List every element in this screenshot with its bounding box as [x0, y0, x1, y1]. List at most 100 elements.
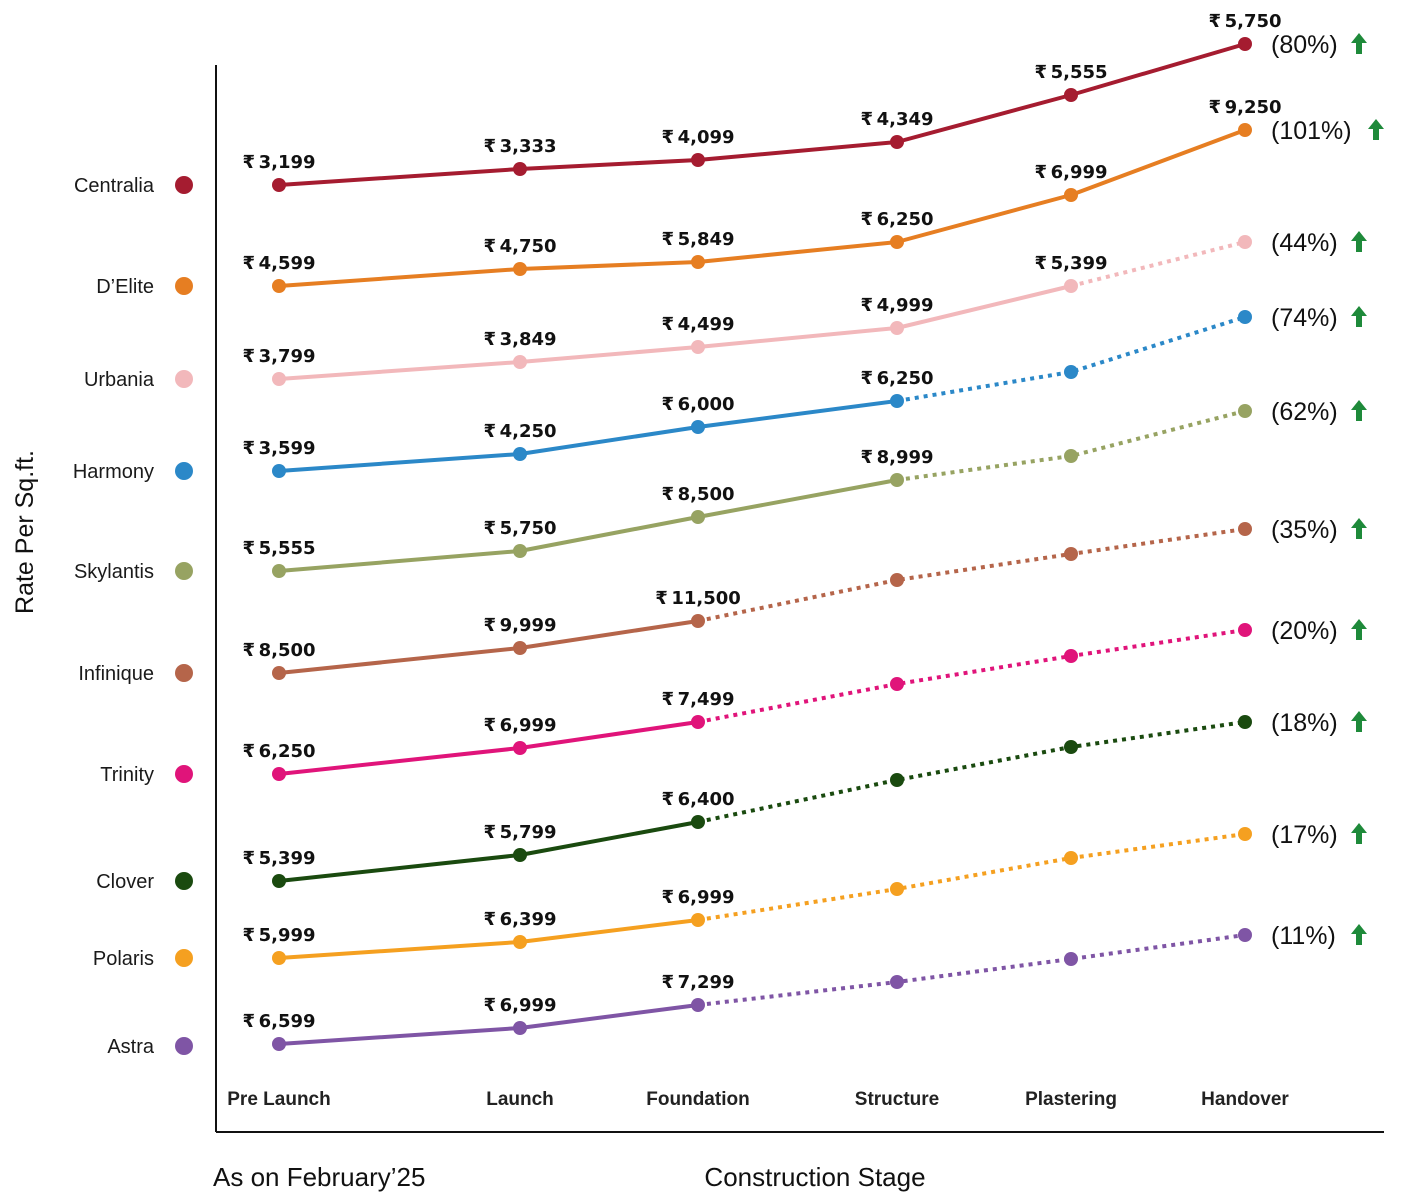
point-clover-structure [890, 773, 904, 787]
x-tick-handover: Handover [1201, 1089, 1289, 1110]
up-arrow-icon [1351, 823, 1367, 844]
legend-label-polaris: Polaris [93, 948, 154, 970]
value-label-clover-launch: ₹ 5,799 [483, 822, 556, 843]
value-label-harmony-pre-launch: ₹ 3,599 [242, 438, 315, 459]
value-label-astra-pre-launch: ₹ 6,599 [242, 1011, 315, 1032]
value-label-d-elite-launch: ₹ 4,750 [483, 236, 556, 257]
x-axis-title: Construction Stage [704, 1162, 925, 1192]
legend-label-skylantis: Skylantis [74, 561, 154, 583]
value-label-centralia-launch: ₹ 3,333 [483, 136, 556, 157]
point-urbania-handover [1238, 235, 1252, 249]
growth-label-skylantis: (62%) [1271, 398, 1338, 426]
series-urbania: ₹ 3,799 ₹ 3,849 ₹ 4,499 ₹ 4,999 ₹ 5,399 [242, 235, 1252, 386]
series-d-elite: ₹ 4,599 ₹ 4,750 ₹ 5,849 ₹ 6,250 ₹ 6,999 ₹ 9,2… [242, 97, 1282, 293]
series-harmony: ₹ 3,599 ₹ 4,250 ₹ 6,000 ₹ 6,250 [242, 310, 1252, 478]
as-on-date: As on February’25 [213, 1162, 425, 1192]
point-d-elite-foundation [691, 255, 705, 269]
point-clover-foundation [691, 815, 705, 829]
point-harmony-launch [513, 447, 527, 461]
line-actual-harmony [277, 399, 899, 473]
legend-label-infinique: Infinique [78, 663, 154, 685]
point-centralia-foundation [691, 153, 705, 167]
up-arrow-icon [1351, 33, 1367, 54]
point-trinity-pre-launch [272, 767, 286, 781]
growth-label-harmony: (74%) [1271, 304, 1338, 332]
up-arrow-icon [1351, 711, 1367, 732]
point-harmony-handover [1238, 310, 1252, 324]
point-centralia-pre-launch [272, 178, 286, 192]
value-label-urbania-structure: ₹ 4,999 [860, 295, 933, 316]
point-clover-plastering [1064, 740, 1078, 754]
legend-marker-clover [175, 872, 193, 890]
value-label-d-elite-plastering: ₹ 6,999 [1034, 162, 1107, 183]
up-arrow-icon [1351, 400, 1367, 421]
y-axis-title: Rate Per Sq.ft. [11, 450, 39, 614]
value-label-urbania-pre-launch: ₹ 3,799 [242, 346, 315, 367]
point-infinique-launch [513, 641, 527, 655]
value-label-trinity-foundation: ₹ 7,499 [661, 689, 734, 710]
value-label-infinique-launch: ₹ 9,999 [483, 615, 556, 636]
value-label-d-elite-structure: ₹ 6,250 [860, 209, 933, 230]
point-harmony-plastering [1064, 365, 1078, 379]
line-actual-d-elite [277, 128, 1247, 288]
growth-label-polaris: (17%) [1271, 821, 1338, 849]
legend-label-clover: Clover [96, 871, 154, 893]
point-clover-pre-launch [272, 874, 286, 888]
point-trinity-launch [513, 741, 527, 755]
point-astra-structure [890, 975, 904, 989]
point-urbania-foundation [691, 340, 705, 354]
value-label-trinity-pre-launch: ₹ 6,250 [242, 741, 315, 762]
growth-label-clover: (18%) [1271, 709, 1338, 737]
point-trinity-foundation [691, 715, 705, 729]
value-label-urbania-launch: ₹ 3,849 [483, 329, 556, 350]
point-centralia-structure [890, 135, 904, 149]
value-label-d-elite-pre-launch: ₹ 4,599 [242, 253, 315, 274]
line-projected-urbania [1070, 240, 1246, 288]
value-label-centralia-structure: ₹ 4,349 [860, 109, 933, 130]
up-arrow-icon [1351, 924, 1367, 945]
up-arrow-icon [1368, 119, 1384, 140]
point-skylantis-structure [890, 473, 904, 487]
legend-label-harmony: Harmony [73, 461, 154, 483]
point-polaris-handover [1238, 827, 1252, 841]
point-d-elite-plastering [1064, 188, 1078, 202]
up-arrow-icon [1351, 231, 1367, 252]
legend-label-centralia: Centralia [74, 175, 155, 197]
series-infinique: ₹ 8,500 ₹ 9,999 ₹ 11,500 [242, 522, 1252, 680]
value-label-centralia-foundation: ₹ 4,099 [661, 127, 734, 148]
value-label-urbania-plastering: ₹ 5,399 [1034, 253, 1107, 274]
point-infinique-plastering [1064, 547, 1078, 561]
point-centralia-launch [513, 162, 527, 176]
x-tick-foundation: Foundation [646, 1089, 749, 1110]
line-projected-astra [697, 933, 1246, 1007]
point-polaris-launch [513, 935, 527, 949]
series-skylantis: ₹ 5,555 ₹ 5,750 ₹ 8,500 ₹ 8,999 [242, 404, 1252, 578]
point-clover-launch [513, 848, 527, 862]
legend-marker-centralia [175, 176, 193, 194]
line-actual-centralia [277, 42, 1247, 187]
value-label-skylantis-foundation: ₹ 8,500 [661, 484, 734, 505]
growth-label-urbania: (44%) [1271, 229, 1338, 257]
series-centralia: ₹ 3,199 ₹ 3,333 ₹ 4,099 ₹ 4,349 ₹ 5,555 ₹ 5,7… [242, 11, 1282, 192]
value-label-skylantis-pre-launch: ₹ 5,555 [242, 538, 315, 559]
line-projected-harmony [896, 315, 1246, 403]
point-d-elite-pre-launch [272, 279, 286, 293]
point-polaris-foundation [691, 913, 705, 927]
value-label-infinique-pre-launch: ₹ 8,500 [242, 640, 315, 661]
up-arrow-icon [1351, 518, 1367, 539]
growth-label-astra: (11%) [1271, 922, 1336, 950]
point-trinity-plastering [1064, 649, 1078, 663]
value-label-centralia-handover: ₹ 5,750 [1208, 11, 1281, 32]
value-label-polaris-launch: ₹ 6,399 [483, 909, 556, 930]
legend-marker-polaris [175, 949, 193, 967]
value-label-clover-pre-launch: ₹ 5,399 [242, 848, 315, 869]
value-label-astra-launch: ₹ 6,999 [483, 995, 556, 1016]
point-harmony-structure [890, 394, 904, 408]
line-projected-infinique [697, 527, 1246, 623]
growth-label-d-elite: (101%) [1271, 117, 1352, 145]
legend-marker-infinique [175, 664, 193, 682]
value-label-astra-foundation: ₹ 7,299 [661, 972, 734, 993]
line-projected-skylantis [896, 409, 1246, 482]
line-actual-skylantis [277, 478, 899, 573]
